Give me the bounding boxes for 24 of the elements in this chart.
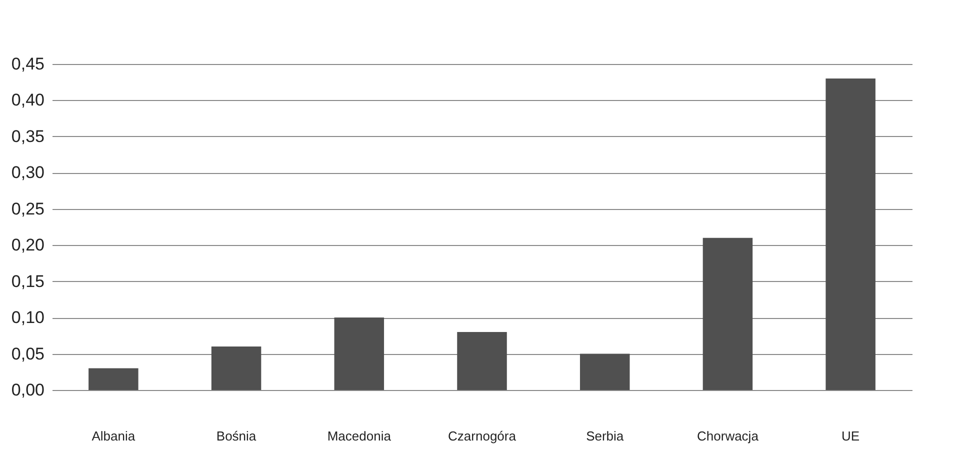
y-tick-label: 0,15 [11, 272, 44, 291]
bar [702, 238, 753, 390]
y-tick-label: 0,45 [11, 54, 44, 74]
x-tick-label: Chorwacja [697, 428, 760, 444]
x-tick-label: Albania [92, 428, 136, 444]
y-tick-label: 0,00 [11, 380, 44, 400]
bar [211, 346, 262, 390]
x-tick-label: Serbia [586, 428, 624, 444]
y-tick-label: 0,30 [11, 163, 44, 182]
y-tick-label: 0,10 [11, 308, 44, 328]
bar [580, 354, 630, 390]
x-tick-label: Czarnogóra [448, 428, 517, 444]
x-tick-label: Macedonia [327, 428, 392, 444]
y-tick-label: 0,40 [11, 90, 44, 110]
x-tick-label: Bośnia [216, 428, 257, 444]
bar [457, 332, 507, 390]
bar [334, 318, 384, 390]
y-tick-label: 0,05 [11, 344, 44, 364]
x-tick-label: UE [842, 428, 860, 444]
bar [88, 368, 138, 390]
y-tick-label: 0,35 [11, 126, 44, 146]
y-tick-label: 0,20 [11, 236, 44, 255]
bar [826, 78, 876, 390]
y-tick-label: 0,25 [11, 199, 44, 218]
